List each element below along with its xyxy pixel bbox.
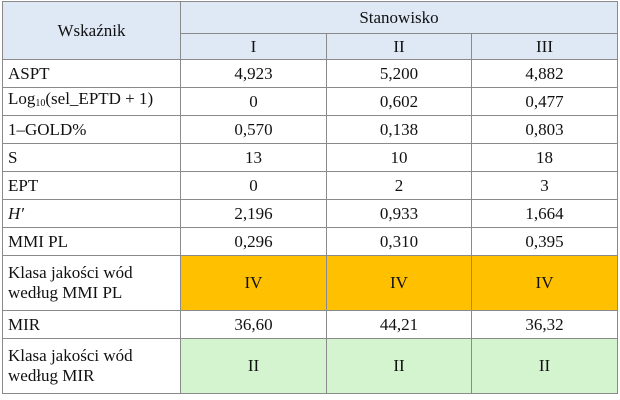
cell-value: 36,32 (470, 310, 619, 339)
cell-value: 5,200 (326, 59, 472, 88)
cell-value: 0,296 (180, 227, 327, 256)
cell-value: 0,310 (326, 227, 472, 256)
cell-value: 0,803 (470, 115, 619, 144)
cell-value: II (326, 338, 472, 394)
site-header: Stanowisko (179, 1, 619, 34)
site-label: III (470, 33, 619, 60)
table-row: ASPT 4,923 5,200 4,882 (2, 59, 619, 88)
cell-value: 0,477 (470, 87, 619, 116)
cell-value: 2,196 (180, 199, 327, 228)
row-label: Klasa jakości wód według MIR (2, 338, 181, 394)
table-row: Klasa jakości wód według MMI PL IV IV IV (2, 255, 619, 311)
label-text: EPT (8, 175, 39, 195)
cell-value: II (180, 338, 327, 394)
cell-value: 0,395 (470, 227, 619, 256)
cell-value: 3 (470, 171, 619, 200)
label-part: (sel_EPTD + 1) (45, 89, 154, 108)
label-text: ASPT (8, 63, 50, 83)
header-row: I II III (3, 33, 619, 60)
cell-value: IV (470, 255, 619, 311)
label-text: MMI PL (8, 231, 68, 251)
label-part: Log (8, 89, 36, 108)
cell-value: 44,21 (326, 310, 472, 339)
label-part: 10 (35, 98, 46, 109)
table-row: S 13 10 18 (2, 143, 619, 172)
row-label: H′ (2, 199, 181, 228)
cell-value: IV (180, 255, 327, 311)
row-label: MIR (2, 310, 181, 339)
row-label: Log10(sel_EPTD + 1) (2, 87, 181, 116)
label-text: Klasa jakości wód według MIR (8, 346, 133, 385)
cell-value: 0,933 (326, 199, 472, 228)
table-row: MMI PL 0,296 0,310 0,395 (2, 227, 619, 256)
row-label: Klasa jakości wód według MMI PL (2, 255, 181, 311)
row-label: MMI PL (2, 227, 181, 256)
cell-value: 18 (470, 143, 619, 172)
label-text: 1–GOLD% (8, 119, 87, 139)
cell-value: 0,602 (326, 87, 472, 116)
label-text: MIR (8, 314, 41, 334)
cell-value: 0 (180, 171, 327, 200)
data-table: Wskaźnik Stanowisko I II III ASPT 4,923 5,200 4,… (2, 1, 619, 394)
site-label: I (180, 33, 327, 60)
cell-value: 1,664 (470, 199, 619, 228)
table-row: EPT 0 2 3 (2, 171, 619, 200)
label-text: Klasa jakości wód według MMI PL (8, 263, 133, 302)
table-row: Klasa jakości wód według MIR II II II (2, 338, 619, 394)
row-label: ASPT (2, 59, 181, 88)
row-label: S (2, 143, 181, 172)
cell-value: 36,60 (180, 310, 327, 339)
cell-value: 4,882 (470, 59, 619, 88)
cell-value: 10 (326, 143, 472, 172)
site-label: II (326, 33, 472, 60)
table-row: 1–GOLD% 0,570 0,138 0,803 (2, 115, 619, 144)
cell-value: 13 (180, 143, 327, 172)
table-row: MIR 36,60 44,21 36,32 (2, 310, 619, 339)
row-label: 1–GOLD% (2, 115, 181, 144)
label-text: H′ (8, 203, 24, 223)
table-row: Log10(sel_EPTD + 1) 0 0,602 0,477 (2, 87, 619, 116)
table-row: H′ 2,196 0,933 1,664 (2, 199, 619, 228)
cell-value: 4,923 (180, 59, 327, 88)
cell-value: 0 (180, 87, 327, 116)
indicator-header: Wskaźnik (2, 1, 181, 60)
header-row: Wskaźnik Stanowisko (2, 1, 619, 60)
cell-value: 0,138 (326, 115, 472, 144)
cell-value: 2 (326, 171, 472, 200)
cell-value: II (470, 338, 619, 394)
row-label: EPT (2, 171, 181, 200)
cell-value: IV (326, 255, 472, 311)
cell-value: 0,570 (180, 115, 327, 144)
label-text: S (8, 147, 18, 167)
